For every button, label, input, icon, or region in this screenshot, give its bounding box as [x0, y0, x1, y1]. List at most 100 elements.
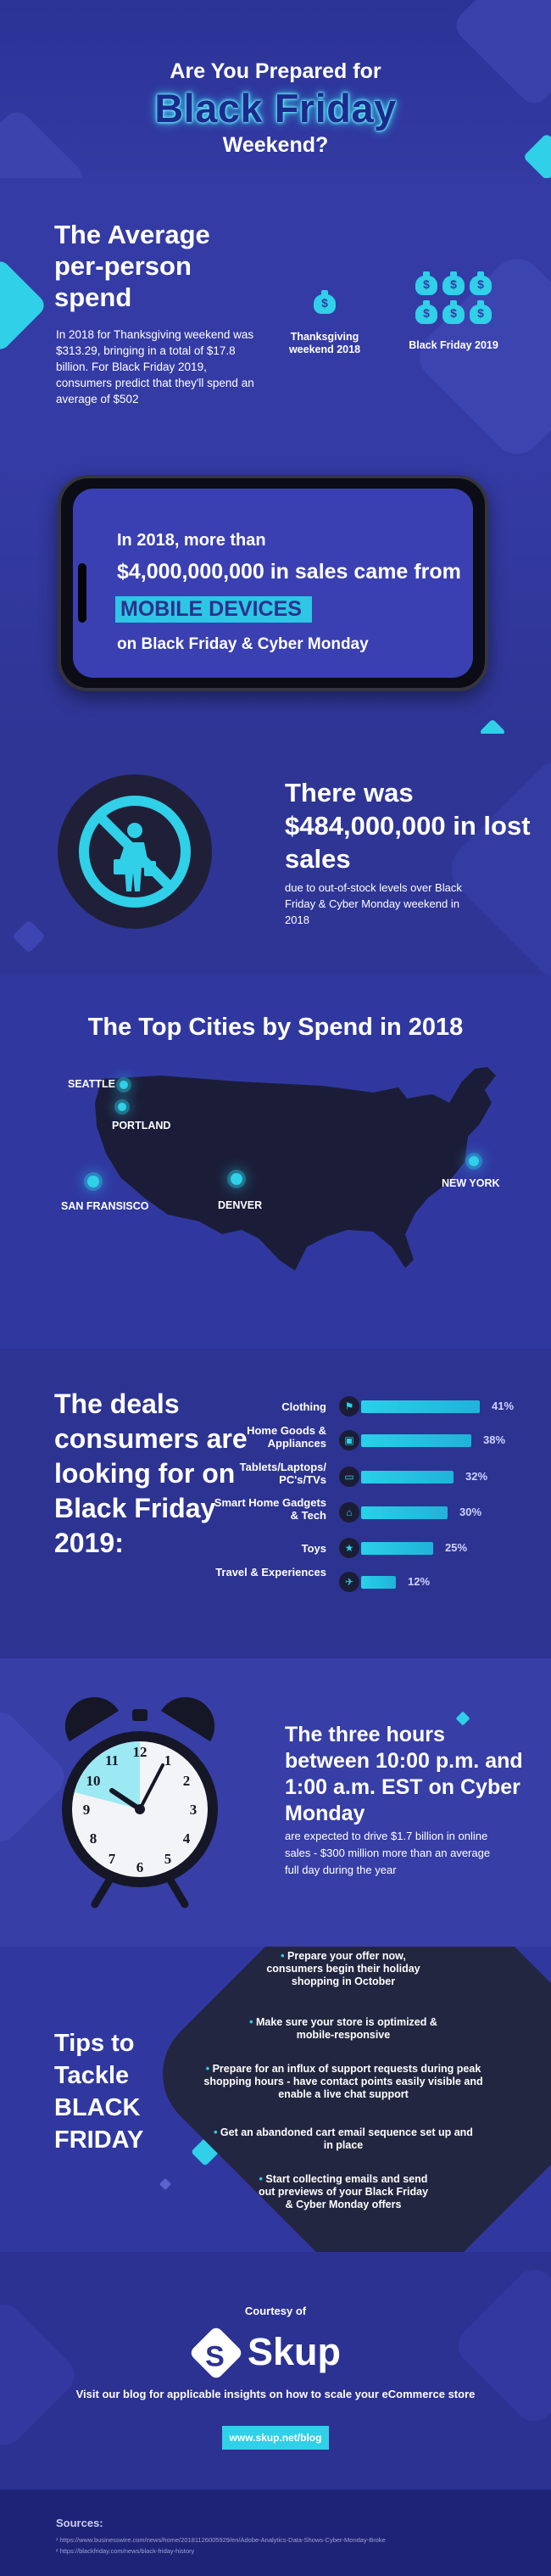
shirt-icon: ⚑: [339, 1396, 359, 1417]
svg-text:8: 8: [90, 1830, 97, 1847]
mobile-sales-section: In 2018, more than $4,000,000,000 in sal…: [0, 458, 551, 734]
deal-bar: [361, 1542, 433, 1555]
decor-shape: [159, 2177, 172, 2191]
tip-item: • Start collecting emails and send out p…: [258, 2173, 429, 2210]
deal-percent: 12%: [408, 1575, 431, 1588]
money-bag-icon: $: [442, 271, 465, 295]
skup-logo: S Skup: [188, 2325, 349, 2381]
svg-text:2: 2: [183, 1773, 191, 1789]
courtesy-label: Courtesy of: [244, 2305, 307, 2317]
decor-shape: [450, 2261, 551, 2429]
deal-percent: 25%: [445, 1541, 468, 1554]
us-map: [95, 1067, 496, 1271]
deal-bar: [361, 1400, 480, 1413]
deal-row: Clothing ⚑ 41%: [0, 1395, 551, 1429]
svg-text:10: 10: [86, 1773, 101, 1789]
header-title: Black Friday: [154, 86, 397, 131]
lost-sales-body: due to out-of-stock levels over Black Fr…: [285, 881, 462, 926]
svg-text:5: 5: [164, 1851, 172, 1867]
plane-icon: ✈: [339, 1572, 359, 1592]
deal-row: Smart Home Gadgets & Tech ⌂ 30%: [0, 1496, 551, 1535]
source-link[interactable]: ² https://blackfriday.com/news/black-fri…: [56, 2547, 195, 2555]
deal-bar: [361, 1576, 396, 1589]
decor-shape: [0, 2297, 82, 2453]
courtesy-body: Visit our blog for applicable insights o…: [75, 2388, 476, 2400]
header-subtitle: Weekend?: [222, 133, 329, 157]
deal-label: Home Goods & Appliances: [247, 1424, 326, 1450]
phone-frame: In 2018, more than $4,000,000,000 in sal…: [58, 475, 488, 691]
money-bag-icon: $: [470, 271, 492, 295]
phone-screen: In 2018, more than $4,000,000,000 in sal…: [73, 489, 473, 678]
city-marker: [469, 1156, 479, 1166]
cyber-monday-headline: The three hours between 10:00 p.m. and 1…: [285, 1723, 523, 1825]
average-spend-title: The Average per-person spend: [54, 220, 210, 312]
deal-bar: [361, 1506, 448, 1519]
sources-section: Sources: ¹ https://www.businesswire.com/…: [0, 2489, 551, 2576]
top-cities-title: The Top Cities by Spend in 2018: [87, 1014, 464, 1041]
money-bag-icon: $: [314, 290, 336, 314]
city-label: DENVER: [218, 1199, 263, 1211]
decor-shape: [12, 919, 46, 953]
source-link[interactable]: ¹ https://www.businesswire.com/news/home…: [56, 2536, 386, 2544]
tip-item: • Prepare for an influx of support reque…: [203, 2063, 483, 2100]
deal-row: Travel & Experiences ✈ 12%: [0, 1566, 551, 1605]
svg-text:9: 9: [83, 1802, 91, 1818]
average-spend-section: The Average per-person spend In 2018 for…: [0, 178, 551, 458]
lost-sales-headline: There was $484,000,000 in lost sales: [285, 778, 531, 874]
tip-item: • Prepare your offer now, consumers begi…: [266, 1950, 420, 1987]
city-marker: [231, 1173, 242, 1185]
smart-home-icon: ⌂: [339, 1502, 359, 1523]
city-marker: [87, 1176, 99, 1187]
mobile-highlight: MOBILE DEVICES: [115, 596, 312, 623]
svg-text:3: 3: [190, 1802, 198, 1818]
header-section: Are You Prepared for Black Friday Weeken…: [0, 0, 551, 178]
deal-label: Smart Home Gadgets & Tech: [214, 1496, 326, 1522]
tips-title: Tips to Tackle BLACK FRIDAY: [54, 2030, 144, 2154]
deal-percent: 30%: [459, 1506, 482, 1518]
deal-percent: 32%: [465, 1470, 488, 1483]
deal-percent: 41%: [492, 1400, 515, 1412]
decor-shape: [479, 718, 506, 734]
appliance-icon: ▣: [339, 1430, 359, 1450]
header-pretitle: Are You Prepared for: [170, 59, 381, 83]
deal-row: Home Goods & Appliances ▣ 38%: [0, 1424, 551, 1463]
svg-text:7: 7: [109, 1851, 116, 1867]
svg-text:1: 1: [164, 1752, 172, 1769]
top-cities-section: The Top Cities by Spend in 2018 SEATTLE …: [0, 975, 551, 1349]
courtesy-section: Courtesy of S Skup Visit our blog for ap…: [0, 2252, 551, 2489]
svg-text:4: 4: [183, 1830, 191, 1847]
deal-percent: 38%: [483, 1433, 506, 1446]
svg-text:12: 12: [133, 1744, 147, 1760]
sources-title: Sources:: [56, 2517, 103, 2529]
tips-section: Tips to Tackle BLACK FRIDAY • Prepare yo…: [0, 1947, 551, 2252]
money-bag-icon: $: [415, 300, 437, 324]
tip-item: • Make sure your store is optimized & mo…: [249, 2016, 437, 2041]
money-bag-icon: $: [442, 300, 465, 324]
deal-label: Travel & Experiences: [215, 1566, 326, 1579]
tip-item: • Get an abandoned cart email sequence s…: [214, 2126, 473, 2151]
svg-text:11: 11: [105, 1752, 119, 1769]
money-bag-icon: $: [415, 271, 437, 295]
svg-text:6: 6: [136, 1859, 144, 1875]
deal-row: Toys ★ 25%: [0, 1537, 551, 1571]
city-marker: [118, 1103, 126, 1111]
toy-icon: ★: [339, 1538, 359, 1558]
deal-row: Tablets/Laptops/ PC's/TVs ▭ 32%: [0, 1461, 551, 1500]
skup-logo-text: Skup: [248, 2330, 342, 2373]
deal-bar: [361, 1471, 454, 1484]
deal-bar: [361, 1434, 471, 1447]
cyber-monday-body: are expected to drive $1.7 billion in on…: [285, 1830, 491, 1876]
decor-shape: [0, 257, 48, 354]
blog-link-button[interactable]: www.skup.net/blog: [222, 2426, 329, 2450]
city-label: SAN FRANSISCO: [61, 1200, 149, 1212]
city-label: SEATTLE: [68, 1078, 116, 1090]
average-spend-body: In 2018 for Thanksgiving weekend was $31…: [56, 328, 254, 405]
blackfriday-label: Black Friday 2019: [409, 339, 498, 351]
laptop-icon: ▭: [339, 1467, 359, 1487]
phone-notch: [78, 563, 86, 623]
city-label: PORTLAND: [112, 1120, 171, 1132]
no-shopping-icon: [58, 774, 212, 929]
